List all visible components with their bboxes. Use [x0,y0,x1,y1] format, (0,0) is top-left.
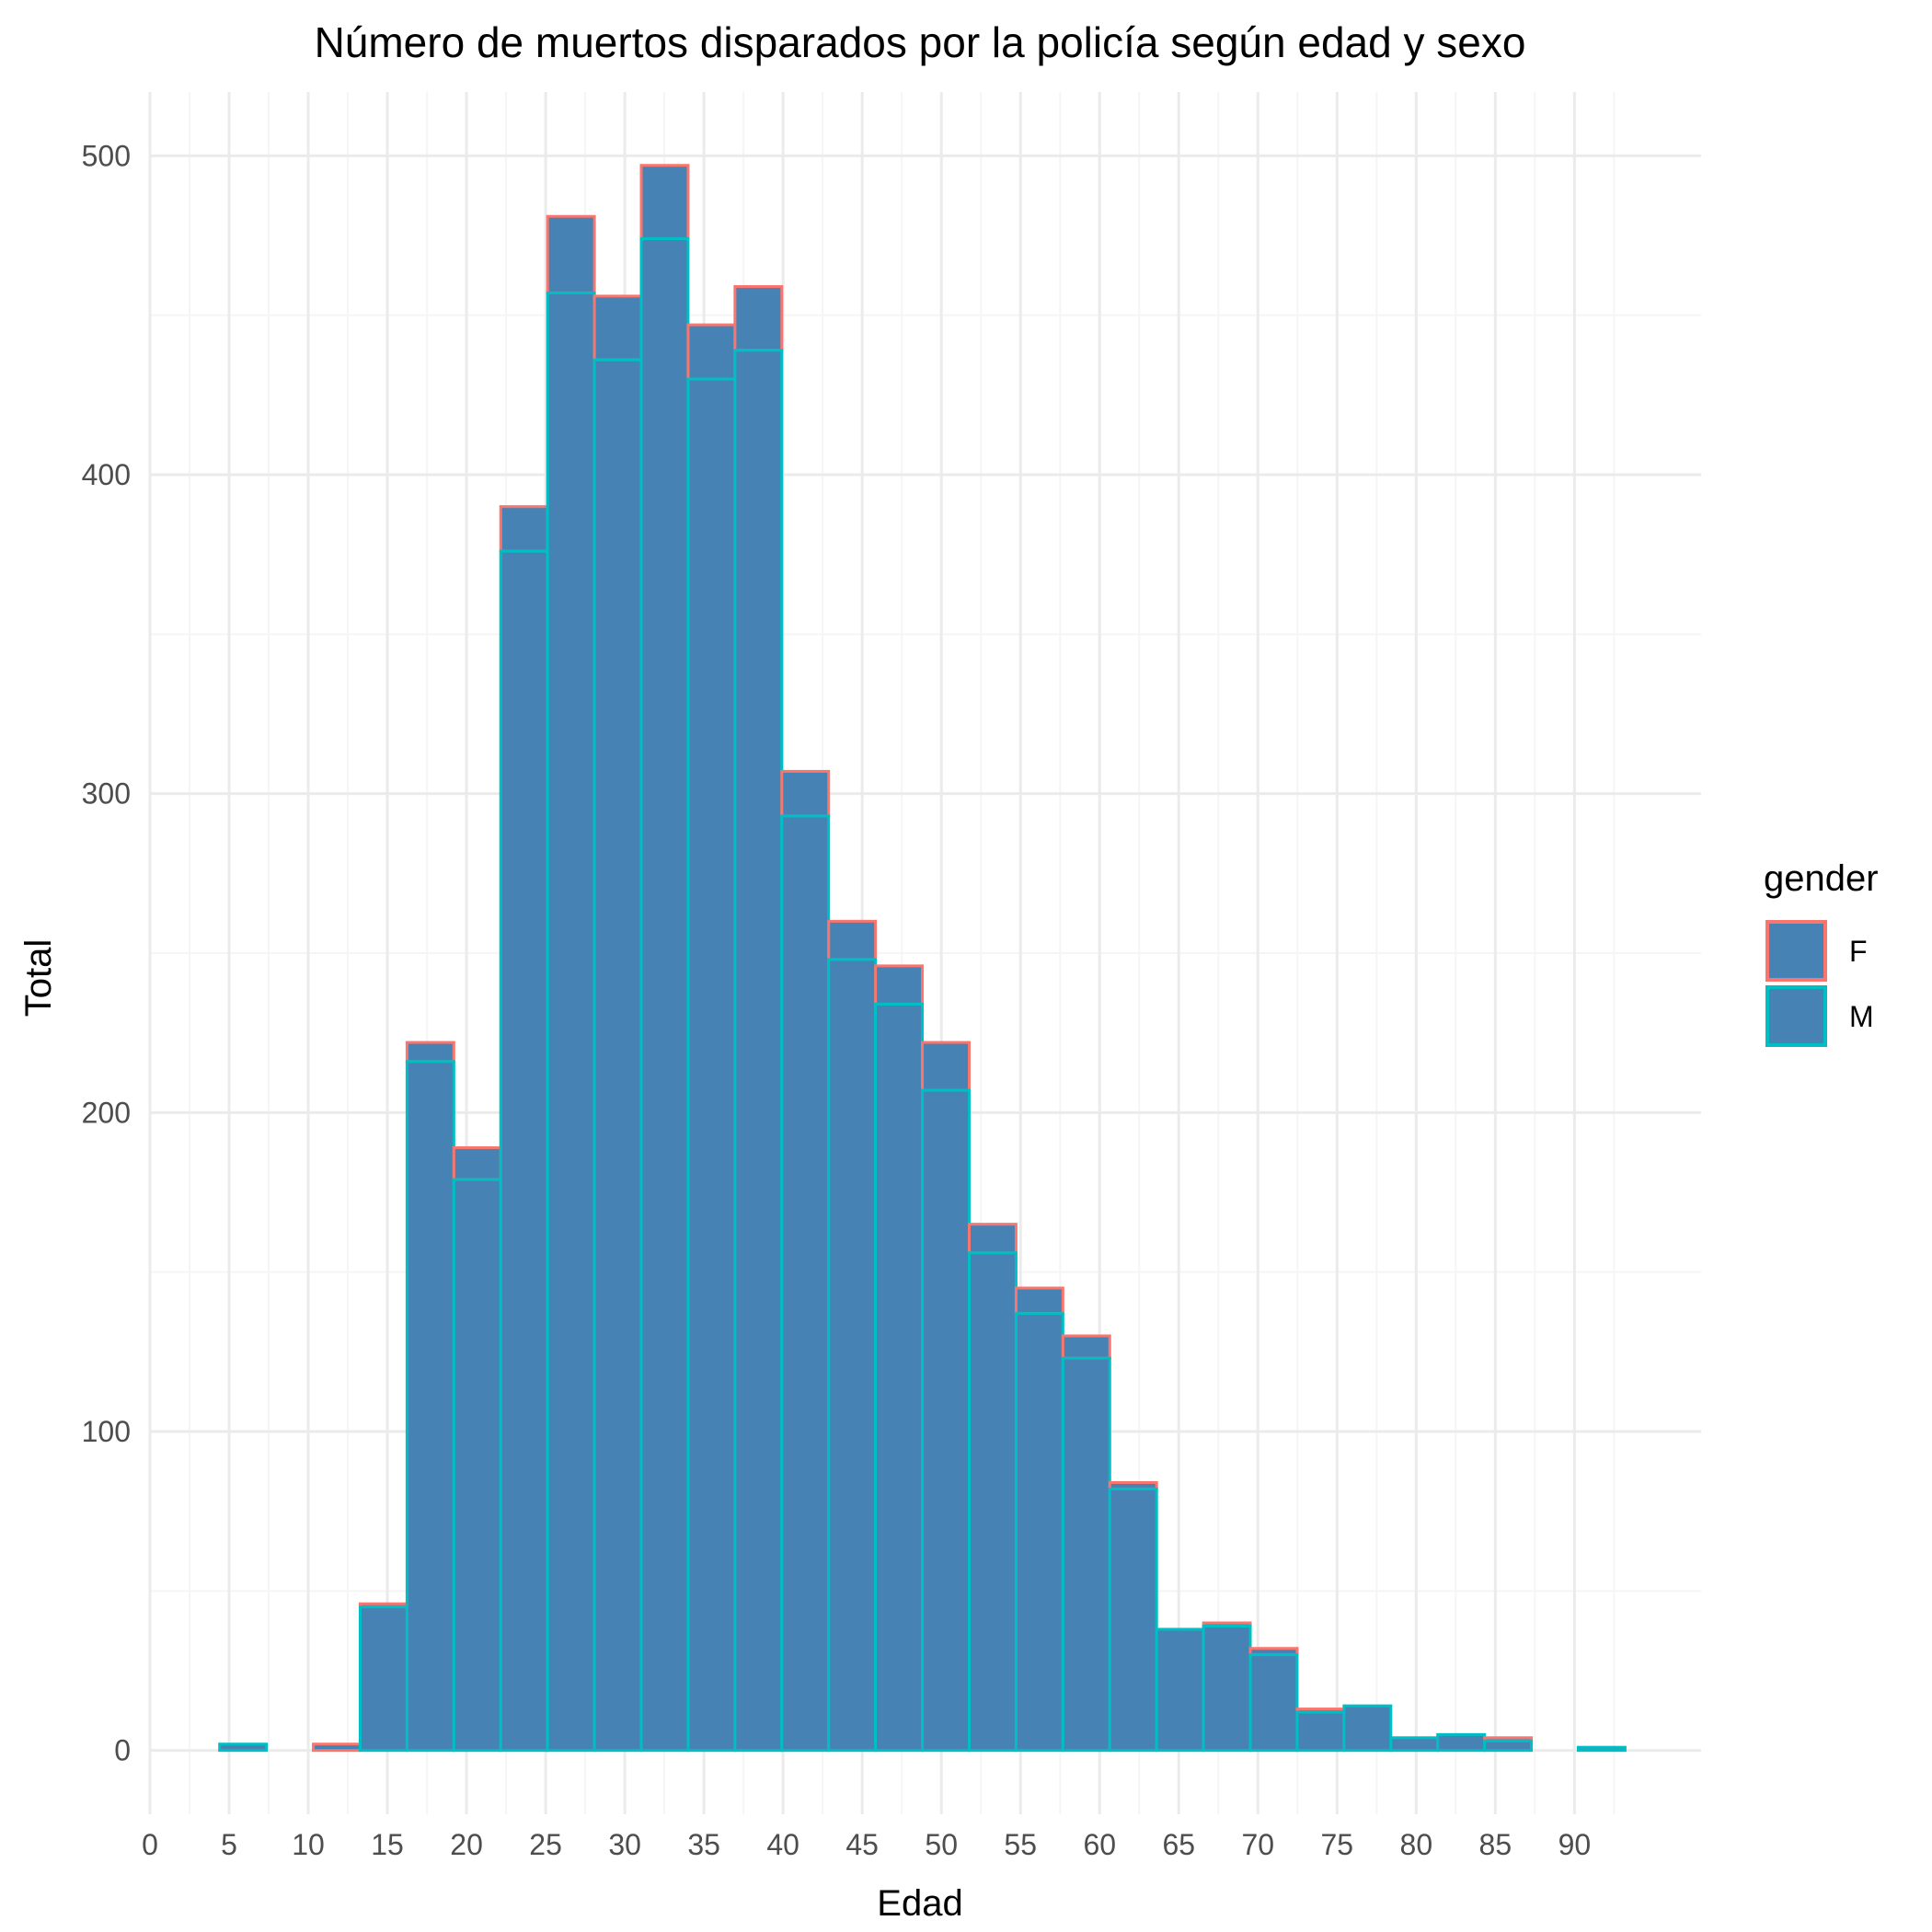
x-axis-tick-labels: 0 5 10 15 20 25 30 35 40 45 50 55 60 65 70 75 80 85 90 [142,1828,1591,1861]
x-tick-label: 20 [450,1828,483,1861]
x-tick-label: 70 [1241,1828,1274,1861]
bar-f [546,214,596,294]
x-tick-label: 45 [845,1828,879,1861]
bar-f [452,1145,502,1181]
legend-label-f: F [1849,935,1868,968]
legend-key-m [1765,985,1827,1047]
legend-key-f [1765,920,1827,982]
x-tick-label: 0 [142,1828,158,1861]
bar-m [733,349,784,1753]
bar-m [358,1605,408,1753]
x-tick-label: 5 [221,1828,237,1861]
bar-m [874,1002,925,1753]
legend-label-m: M [1849,1000,1874,1033]
bar-m [780,814,831,1753]
bar-m [1202,1624,1252,1753]
bar-m [1155,1627,1205,1753]
bar-m [592,358,643,1753]
bar-f [499,505,549,553]
x-tick-label: 85 [1479,1828,1512,1861]
bar-f [733,284,784,352]
y-tick-label: 300 [82,777,131,811]
bar-m [499,549,549,1753]
y-tick-label: 0 [114,1734,131,1767]
bar-f [312,1742,362,1753]
x-tick-label: 75 [1321,1828,1354,1861]
x-tick-label: 60 [1083,1828,1116,1861]
bar-m [1248,1653,1299,1753]
chart-title: Número de muertos disparados por la poli… [315,18,1526,66]
bar-f [967,1223,1018,1255]
bar-f [639,164,690,240]
bar-f [780,769,831,818]
bar-m [827,958,878,1753]
legend-title: gender [1764,858,1879,899]
bar-m [921,1088,971,1753]
bar-m [1436,1732,1487,1753]
x-tick-label: 30 [608,1828,641,1861]
bar-m [218,1742,269,1753]
bar-m [1342,1704,1393,1753]
x-tick-label: 55 [1004,1828,1037,1861]
y-tick-label: 500 [82,139,131,172]
y-axis-title: Total [18,939,59,1018]
bar-m [1108,1487,1158,1753]
bar-m [967,1251,1018,1753]
x-tick-label: 25 [529,1828,562,1861]
bar-m [405,1060,455,1753]
y-tick-label: 200 [82,1096,131,1129]
bar-m [1576,1745,1627,1753]
bar-m [546,291,596,1753]
y-axis-tick-labels: 0 100 200 300 400 500 [82,139,131,1766]
x-tick-label: 65 [1162,1828,1195,1861]
histogram-bars [218,164,1627,1753]
x-tick-label: 40 [766,1828,799,1861]
y-tick-label: 400 [82,458,131,491]
bar-f [1061,1334,1111,1360]
bar-m [1295,1710,1346,1753]
bar-m [639,236,690,1753]
y-tick-label: 100 [82,1415,131,1448]
bar-m [452,1178,502,1753]
legend: gender F M [1764,858,1879,1047]
bar-f [874,964,925,1006]
bar-f [686,323,737,381]
bar-f [1014,1286,1064,1316]
x-tick-label: 80 [1400,1828,1433,1861]
x-tick-label: 15 [371,1828,404,1861]
bar-f [592,294,643,362]
x-tick-label: 50 [925,1828,958,1861]
x-tick-label: 35 [687,1828,720,1861]
x-axis-title: Edad [877,1883,962,1924]
bar-m [1061,1356,1111,1753]
bar-f [405,1041,455,1064]
bar-m [686,377,737,1753]
bar-m [1483,1739,1534,1753]
x-tick-label: 90 [1558,1828,1592,1861]
x-tick-label: 10 [292,1828,325,1861]
bar-f [921,1041,971,1092]
bar-m [1389,1736,1440,1753]
bar-f [827,919,878,961]
bar-m [1014,1312,1064,1753]
